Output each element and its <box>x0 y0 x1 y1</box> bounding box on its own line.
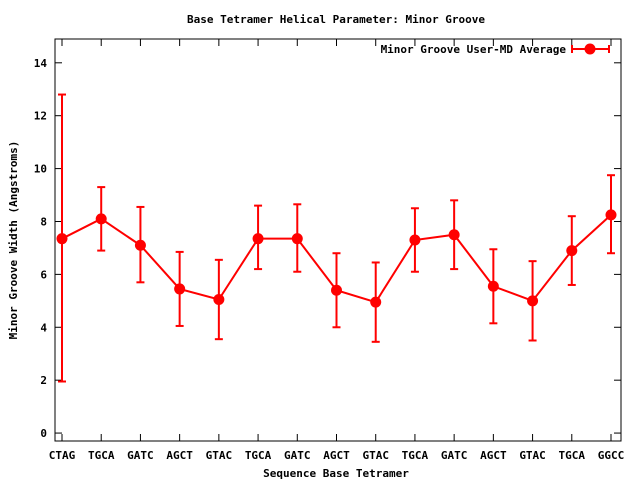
data-point <box>370 296 382 308</box>
data-point <box>605 209 617 221</box>
x-tick-label: GGCC <box>598 449 625 462</box>
chart-title: Base Tetramer Helical Parameter: Minor G… <box>187 13 485 26</box>
legend-marker <box>584 43 596 55</box>
data-point <box>56 233 68 245</box>
x-tick-label: GTAC <box>519 449 546 462</box>
data-point <box>527 295 539 307</box>
plot-frame <box>54 38 622 442</box>
x-tick-label: TGCA <box>88 449 115 462</box>
data-point <box>448 229 460 241</box>
data-point <box>252 233 264 245</box>
x-tick-label: GATC <box>284 449 311 462</box>
y-axis: 0 2 4 6 8 10 12 14 <box>34 57 621 440</box>
x-tick-label: GTAC <box>206 449 233 462</box>
x-tick-label: GTAC <box>362 449 389 462</box>
data-point <box>487 280 499 292</box>
x-axis-label: Sequence Base Tetramer <box>263 467 409 480</box>
y-tick-label: 10 <box>34 163 47 176</box>
y-tick-label: 2 <box>40 374 47 387</box>
data-point <box>331 284 342 296</box>
y-tick-label: 6 <box>40 268 47 281</box>
x-tick-label: CTAG <box>49 449 76 462</box>
x-tick-label: AGCT <box>166 449 193 462</box>
y-tick-label: 0 <box>40 427 47 440</box>
y-axis-label: Minor Groove Width (Angstroms) <box>7 141 20 340</box>
data-point <box>174 283 186 295</box>
legend-label: Minor Groove User-MD Average <box>381 43 567 56</box>
x-axis: CTAG TGCA GATC AGCT GTAC TGCA GATC AGCT GTAC TGCA… <box>49 39 625 462</box>
data-point <box>134 239 146 251</box>
data-point <box>566 245 578 257</box>
x-tick-label: TGCA <box>402 449 429 462</box>
data-point <box>95 213 107 225</box>
data-point <box>409 234 421 246</box>
y-tick-label: 8 <box>40 215 47 228</box>
data-point <box>291 233 303 245</box>
series-minor-groove <box>56 93 617 383</box>
x-tick-label: AGCT <box>480 449 507 462</box>
x-tick-label: GATC <box>127 449 154 462</box>
y-tick-label: 14 <box>34 57 48 70</box>
x-tick-label: AGCT <box>323 449 350 462</box>
x-tick-label: TGCA <box>559 449 586 462</box>
x-tick-label: TGCA <box>245 449 272 462</box>
y-tick-label: 4 <box>40 321 47 334</box>
x-tick-label: GATC <box>441 449 468 462</box>
data-point <box>213 294 225 306</box>
legend: Minor Groove User-MD Average <box>381 43 610 56</box>
y-tick-label: 12 <box>34 110 47 123</box>
